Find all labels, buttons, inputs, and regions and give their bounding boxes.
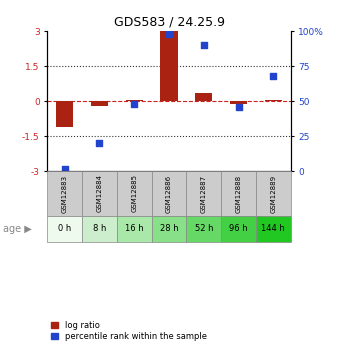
Bar (91, 101, 108, 106)
Point (62, 166, 67, 171)
Text: GSM12888: GSM12888 (236, 175, 242, 213)
Bar (82, 216, 117, 241)
Text: GSM12884: GSM12884 (96, 175, 102, 213)
Point (97, 140, 102, 146)
Bar (125, 100, 143, 101)
Point (131, 101, 137, 107)
Bar (256, 216, 291, 241)
Text: GSM12883: GSM12883 (62, 175, 68, 213)
Text: 96 h: 96 h (229, 224, 248, 233)
Text: 28 h: 28 h (160, 224, 178, 233)
Bar (186, 171, 221, 216)
Text: 8 h: 8 h (93, 224, 106, 233)
Bar (256, 171, 291, 216)
Bar (47, 216, 82, 241)
Bar (82, 171, 117, 216)
Bar (56, 101, 73, 127)
Bar (47, 171, 82, 216)
Text: 16 h: 16 h (125, 224, 144, 233)
Text: 0 h: 0 h (58, 224, 71, 233)
Bar (265, 100, 282, 101)
Text: GSM12885: GSM12885 (131, 175, 137, 213)
Bar (230, 101, 247, 104)
Text: GSM12886: GSM12886 (166, 175, 172, 213)
Point (166, 31, 172, 37)
Bar (195, 93, 213, 101)
Text: 144 h: 144 h (261, 224, 285, 233)
Bar (117, 171, 152, 216)
Bar (152, 171, 186, 216)
Legend: log ratio, percentile rank within the sample: log ratio, percentile rank within the sa… (51, 321, 207, 341)
Bar (160, 31, 178, 101)
Text: GSM12889: GSM12889 (270, 175, 276, 213)
Bar (152, 216, 186, 241)
Bar (186, 216, 221, 241)
Point (236, 104, 241, 110)
Title: GDS583 / 24.25.9: GDS583 / 24.25.9 (114, 16, 224, 29)
Text: 52 h: 52 h (194, 224, 213, 233)
Bar (221, 216, 256, 241)
Point (271, 73, 276, 79)
Text: GSM12887: GSM12887 (201, 175, 207, 213)
Point (201, 42, 207, 48)
Bar (117, 216, 152, 241)
Text: age ▶: age ▶ (3, 224, 32, 234)
Bar (221, 171, 256, 216)
